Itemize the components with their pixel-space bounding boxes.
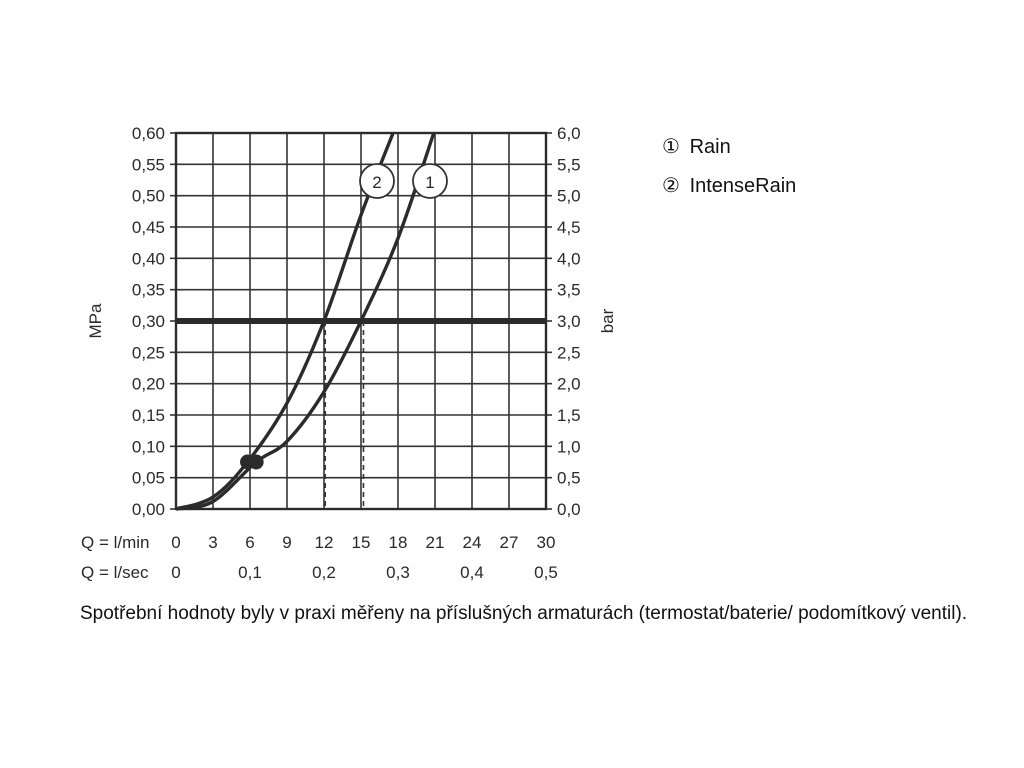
y-tick-label-left: 0,25 [132, 343, 165, 362]
y-tick-label-right: 0,5 [557, 469, 581, 488]
legend-label-rain: Rain [689, 136, 731, 158]
y-tick-label-right: 5,5 [557, 155, 581, 174]
y-tick-label-left: 0,05 [132, 469, 165, 488]
x-tick-label: 15 [352, 533, 371, 552]
curves: 12 [175, 132, 448, 511]
y-tick-label-left: 0,20 [132, 375, 165, 394]
x-tick-label: 30 [537, 533, 556, 552]
y-tick-label-left: 0,45 [132, 218, 165, 237]
pressure-flow-chart: 12 0,000,050,100,150,200,250,300,350,400… [81, 124, 617, 582]
y-tick-label-right: 4,0 [557, 249, 581, 268]
legend: ① Rain ② IntenseRain [662, 128, 796, 206]
curve-rain [175, 132, 436, 511]
y-tick-label-right: 3,5 [557, 281, 581, 300]
x-tick-label: 27 [500, 533, 519, 552]
legend-marker-1: ① [662, 136, 680, 158]
curve-marker-2 [359, 163, 395, 199]
y-tick-label-right: 2,0 [557, 375, 581, 394]
y-tick-label-right: 2,5 [557, 343, 581, 362]
curve-marker-label-1: 1 [425, 173, 434, 192]
x-tick-label: 0,1 [238, 563, 262, 582]
x-tick-label: 0,3 [386, 563, 410, 582]
y-axis-title-left: MPa [86, 303, 105, 339]
y-tick-label-left: 0,30 [132, 312, 165, 331]
x-tick-label: 0 [171, 563, 180, 582]
y-tick-label-left: 0,10 [132, 437, 165, 456]
x-axis-row-label: Q = l/min [81, 533, 150, 552]
y-tick-label-right: 0,0 [557, 500, 581, 519]
y-tick-label-right: 4,5 [557, 218, 581, 237]
curve-intenserain [175, 132, 395, 511]
curve-marker-label-2: 2 [372, 173, 381, 192]
tick-labels: 0,000,050,100,150,200,250,300,350,400,45… [81, 124, 617, 582]
y-tick-label-left: 0,60 [132, 124, 165, 143]
y-tick-label-left: 0,55 [132, 155, 165, 174]
y-tick-label-left: 0,15 [132, 406, 165, 425]
plot-border [174, 131, 548, 511]
y-tick-label-left: 0,50 [132, 187, 165, 206]
x-tick-label: 12 [315, 533, 334, 552]
y-tick-label-right: 5,0 [557, 187, 581, 206]
x-tick-label: 3 [208, 533, 217, 552]
y-tick-label-left: 0,35 [132, 281, 165, 300]
x-tick-label: 18 [389, 533, 408, 552]
y-tick-label-right: 1,5 [557, 406, 581, 425]
x-tick-label: 0 [171, 533, 180, 552]
y-tick-label-right: 3,0 [557, 312, 581, 331]
footnote: Spotřební hodnoty byly v praxi měřeny na… [80, 603, 968, 624]
x-tick-label: 9 [282, 533, 291, 552]
curve-marker-1 [412, 163, 448, 199]
legend-label-intenserain: IntenseRain [689, 175, 797, 197]
legend-item-intenserain: ② IntenseRain [662, 167, 796, 206]
plot-frame [174, 131, 548, 511]
legend-item-rain: ① Rain [662, 128, 796, 167]
x-tick-label: 0,2 [312, 563, 336, 582]
y-axis-title-right: bar [598, 308, 617, 333]
x-tick-label: 0,5 [534, 563, 558, 582]
y-tick-label-left: 0,40 [132, 249, 165, 268]
x-tick-label: 21 [426, 533, 445, 552]
x-tick-label: 6 [245, 533, 254, 552]
x-tick-label: 24 [463, 533, 482, 552]
flow-point-intenserain [240, 454, 256, 470]
y-tick-label-right: 6,0 [557, 124, 581, 143]
y-tick-label-left: 0,00 [132, 500, 165, 519]
x-axis-row-label: Q = l/sec [81, 563, 149, 582]
x-tick-label: 0,4 [460, 563, 484, 582]
legend-marker-2: ② [662, 175, 680, 197]
y-tick-label-right: 1,0 [557, 437, 581, 456]
